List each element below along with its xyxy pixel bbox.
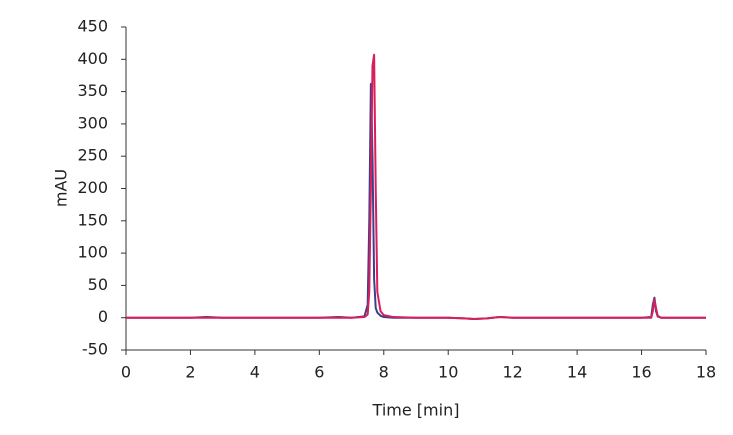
series-line [126, 53, 706, 320]
x-axis-label: Time [min] [372, 401, 460, 420]
x-tick-label: 12 [502, 363, 522, 382]
y-tick-label: 250 [77, 146, 108, 165]
y-tick-label: 100 [77, 243, 108, 262]
x-tick-label: 16 [631, 363, 651, 382]
x-tick-label: 6 [314, 363, 324, 382]
y-tick-label: 400 [77, 49, 108, 68]
x-tick-label: 8 [379, 363, 389, 382]
x-tick-label: 18 [696, 363, 716, 382]
y-tick-label: 0 [98, 307, 108, 326]
y-tick-label: 350 [77, 81, 108, 100]
y-tick-label: 450 [77, 17, 108, 36]
series-line [126, 82, 706, 320]
x-tick-label: 10 [438, 363, 458, 382]
y-tick-label: 50 [88, 275, 108, 294]
x-tick-label: 4 [250, 363, 260, 382]
x-tick-label: 0 [121, 363, 131, 382]
y-tick-label: 300 [77, 113, 108, 132]
y-tick-label: 150 [77, 210, 108, 229]
y-axis-label: mAU [52, 169, 71, 207]
x-tick-label: 14 [567, 363, 587, 382]
x-tick-label: 2 [185, 363, 195, 382]
y-tick-label: -50 [82, 340, 108, 359]
y-tick-label: 200 [77, 178, 108, 197]
